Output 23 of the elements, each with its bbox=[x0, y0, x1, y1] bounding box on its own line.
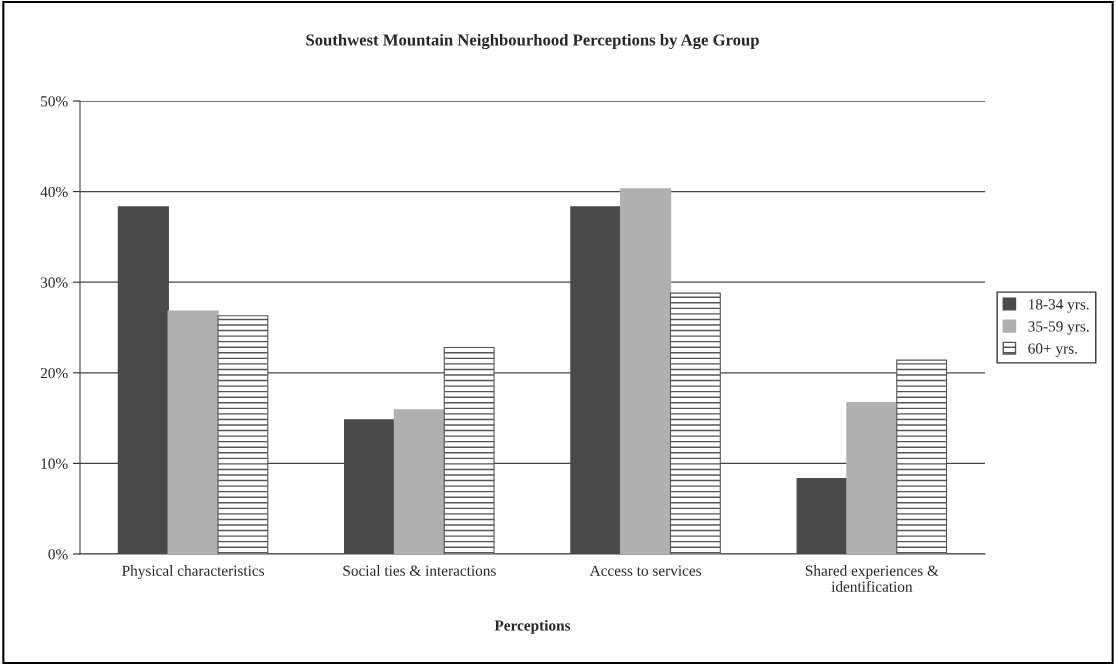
bar bbox=[669, 292, 721, 554]
legend-label: 18-34 yrs. bbox=[1029, 299, 1089, 313]
chart-title: Southwest Mountain Neighbourhood Perceptions by Age Group bbox=[306, 33, 759, 50]
y-tick-label: 30% bbox=[40, 277, 68, 288]
bar bbox=[217, 315, 269, 554]
y-tick-label: 10% bbox=[41, 458, 68, 469]
bar bbox=[896, 359, 948, 554]
y-tick-label: 0% bbox=[48, 549, 68, 560]
bar bbox=[846, 402, 898, 554]
x-tick-label: Physical characteristics bbox=[122, 565, 265, 580]
bar bbox=[393, 409, 445, 554]
bar bbox=[167, 310, 219, 554]
bar bbox=[443, 346, 495, 554]
x-tick-label: Shared experiences & identification bbox=[805, 565, 939, 592]
x-axis-title: Perceptions bbox=[494, 619, 571, 634]
x-tick-label: Access to services bbox=[589, 565, 702, 576]
y-tick-label: 50% bbox=[41, 96, 68, 107]
legend-label: 35-59 yrs. bbox=[1028, 321, 1089, 335]
x-tick-label: Social ties & interactions bbox=[343, 565, 496, 576]
legend-label: 60+ yrs. bbox=[1028, 343, 1077, 357]
y-tick-label: 40% bbox=[40, 186, 68, 198]
bar bbox=[620, 188, 672, 554]
y-tick-label: 20% bbox=[40, 367, 68, 379]
